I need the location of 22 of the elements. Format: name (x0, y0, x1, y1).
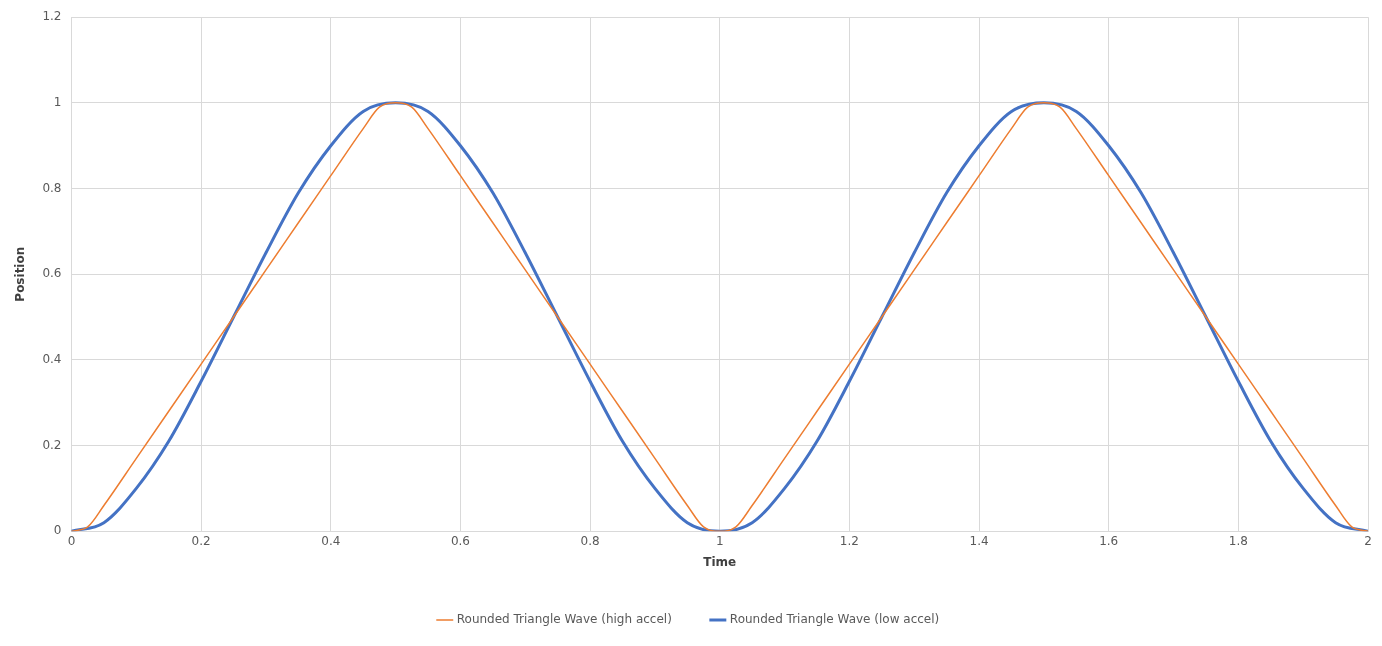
x-axis-title: Time (703, 554, 737, 569)
x-tick-label: 0.4 (321, 533, 341, 548)
y-tick-label: 1 (53, 94, 62, 109)
x-tick-label: 1.4 (969, 533, 989, 548)
legend-label: Rounded Triangle Wave (high accel) (456, 612, 672, 627)
y-tick-label: 0.8 (42, 180, 62, 195)
x-tick-label: 1.6 (1099, 533, 1119, 548)
y-tick-label: 0.6 (42, 266, 62, 281)
y-tick-label: 0.4 (42, 351, 62, 366)
x-tick-label: 2 (1364, 533, 1372, 548)
x-tick-label: 1 (715, 533, 724, 548)
legend-label: Rounded Triangle Wave (low accel) (729, 612, 940, 627)
y-tick-label: 0.2 (42, 437, 62, 452)
x-tick-label: 1.8 (1228, 533, 1248, 548)
x-tick-label: 0.8 (580, 533, 600, 548)
y-tick-label: 0 (53, 523, 62, 538)
y-axis-title: Position (13, 246, 28, 302)
x-tick-label: 0 (67, 533, 76, 548)
x-tick-label: 0.6 (450, 533, 470, 548)
y-tick-label: 1.2 (42, 9, 62, 24)
x-tick-label: 0.2 (191, 533, 211, 548)
x-tick-label: 1.2 (839, 533, 859, 548)
